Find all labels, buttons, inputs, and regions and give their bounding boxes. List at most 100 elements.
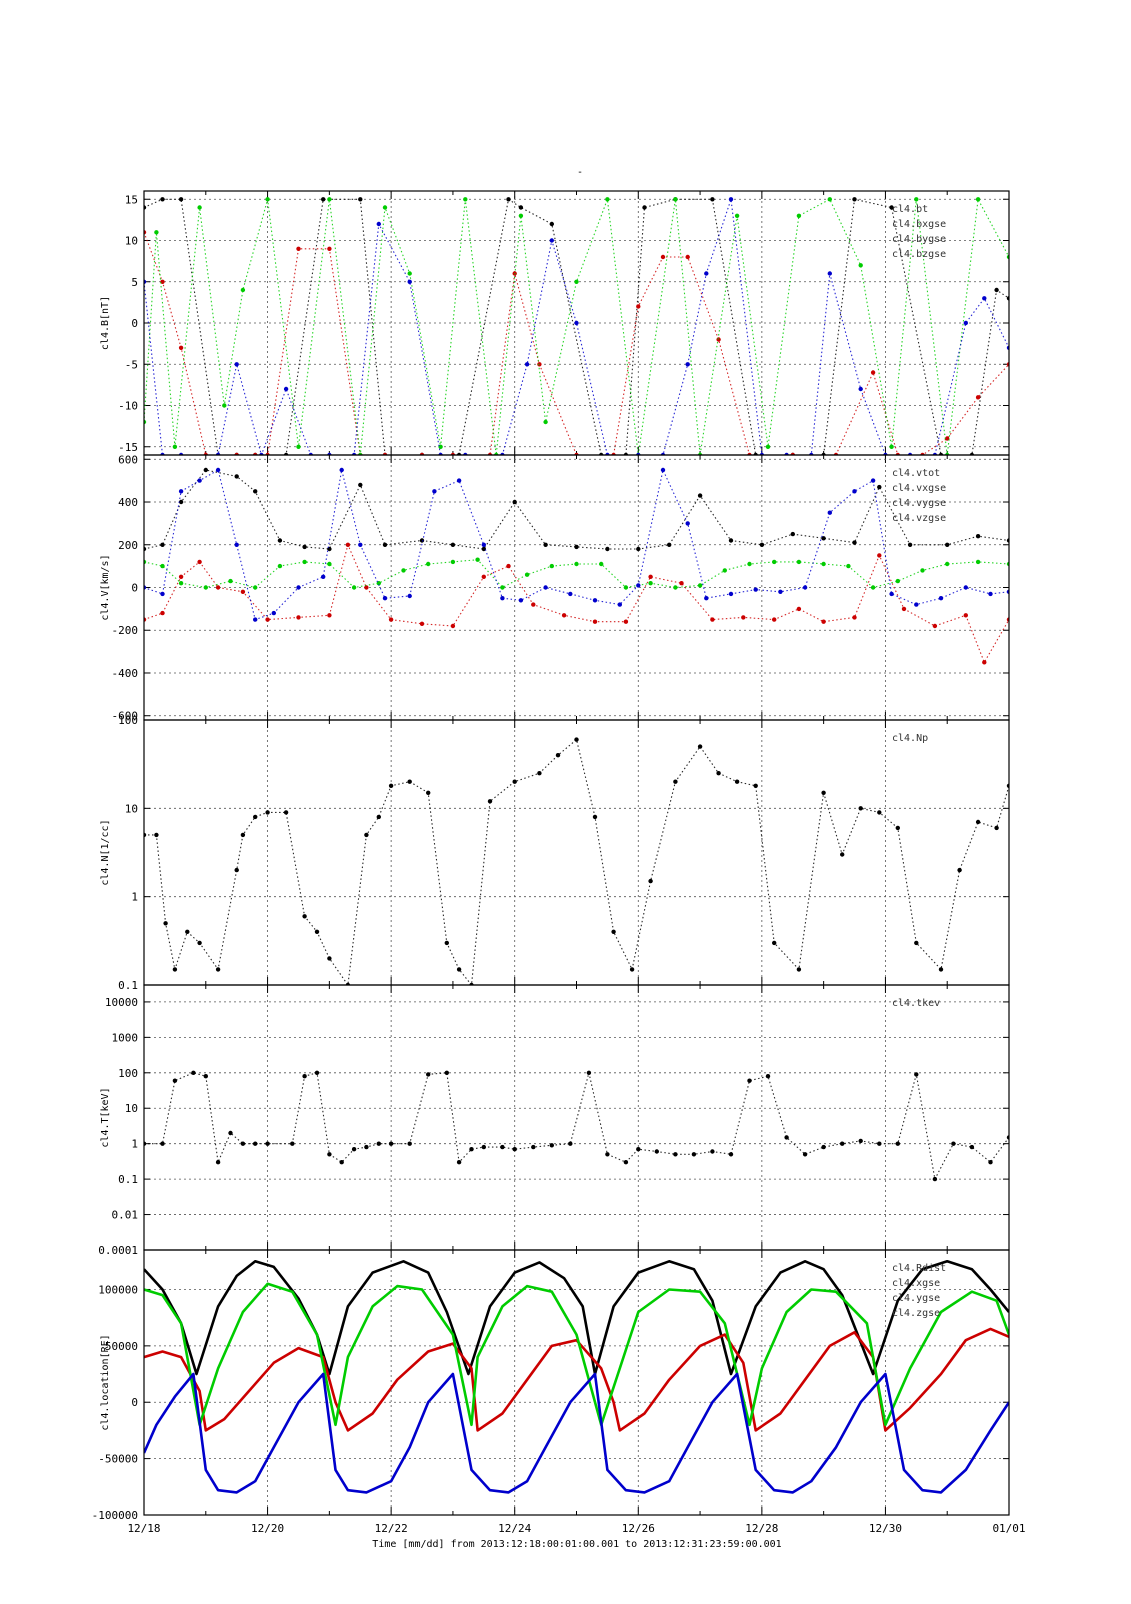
data-point <box>963 585 968 590</box>
data-point <box>172 1078 178 1083</box>
data-point <box>858 1138 863 1144</box>
data-point <box>160 563 165 569</box>
series-line <box>144 1372 1009 1494</box>
data-point <box>716 337 721 342</box>
data-point <box>178 499 184 505</box>
data-point <box>574 544 579 550</box>
data-point <box>432 489 437 494</box>
data-point <box>895 1141 900 1146</box>
data-point <box>178 489 184 494</box>
data-point <box>178 581 184 586</box>
data-point <box>215 967 221 972</box>
data-point <box>376 1141 381 1146</box>
data-point <box>321 197 326 202</box>
data-point <box>821 790 826 795</box>
legend-entry: cl4.vxgse <box>892 483 946 494</box>
data-point <box>660 254 666 260</box>
data-point <box>852 197 857 202</box>
data-point <box>376 814 381 820</box>
data-point <box>327 246 332 251</box>
y-axis-label: cl4.V[km/s] <box>100 554 111 620</box>
data-point <box>456 1160 462 1165</box>
data-point <box>543 585 548 590</box>
data-point <box>975 197 981 202</box>
y-tick-label: 50000 <box>105 1340 138 1353</box>
series-trace <box>144 559 1009 589</box>
data-point <box>975 819 981 825</box>
y-tick-label: -15 <box>118 441 138 454</box>
panel-3: 100 10 1 0.1 cl4.N[1/cc] cl4.Np <box>100 714 1010 992</box>
data-point <box>456 967 462 972</box>
data-point <box>907 542 913 547</box>
data-point <box>765 444 771 449</box>
data-point <box>253 617 258 622</box>
series-cl4.vtot <box>144 467 1009 552</box>
data-point <box>994 287 999 293</box>
data-point <box>537 771 542 776</box>
series-trace <box>144 1072 1009 1181</box>
legend-entry: cl4.ygse <box>892 1293 940 1304</box>
data-point <box>827 271 832 276</box>
y-tick-label: 10 <box>125 802 138 815</box>
data-point <box>302 1074 307 1079</box>
data-point <box>302 544 307 550</box>
data-point <box>975 395 981 400</box>
data-point <box>160 197 165 202</box>
data-point <box>574 279 579 284</box>
data-point <box>419 621 425 626</box>
series-trace <box>144 543 1009 664</box>
data-point <box>759 542 765 547</box>
data-point <box>555 753 561 758</box>
data-point <box>160 591 165 597</box>
data-point <box>450 542 456 547</box>
data-point <box>265 1141 270 1146</box>
data-point <box>358 482 363 488</box>
data-point <box>506 197 511 202</box>
data-point <box>407 279 412 284</box>
y-tick-label: -100000 <box>92 1509 138 1522</box>
legend-entry: cl4.bxgse <box>892 219 946 230</box>
data-point <box>215 467 221 473</box>
data-point <box>728 538 734 543</box>
data-point <box>889 591 894 597</box>
data-point <box>531 602 536 607</box>
legend-entry: cl4.vzgse <box>892 513 946 524</box>
data-point <box>920 568 925 573</box>
data-point <box>728 591 734 597</box>
data-point <box>636 583 641 588</box>
data-point <box>988 591 993 597</box>
data-point <box>283 386 289 392</box>
data-point <box>407 779 412 784</box>
y-axis-label: cl4.N[1/cc] <box>100 819 111 885</box>
data-point <box>821 1144 826 1150</box>
data-point <box>376 221 381 227</box>
y-tick-label: 100 <box>118 714 138 727</box>
panel-2: 600 400 200 0 -200 -400 -600 cl4.V[km/s] cl4.vto… <box>100 453 1010 723</box>
data-point <box>296 246 301 251</box>
data-point <box>975 534 981 539</box>
data-point <box>481 546 486 552</box>
data-point <box>629 967 635 972</box>
data-point <box>154 832 159 838</box>
data-point <box>605 1152 610 1157</box>
y-tick-label: 1 <box>131 1138 138 1151</box>
y-tick-label: 200 <box>118 539 138 552</box>
data-point <box>747 561 752 567</box>
data-point <box>172 444 178 449</box>
data-point <box>364 585 369 590</box>
data-point <box>852 615 857 620</box>
data-point <box>543 542 548 547</box>
data-point <box>796 559 802 565</box>
data-point <box>160 279 165 284</box>
data-point <box>253 814 258 820</box>
data-point <box>388 783 394 788</box>
data-point <box>314 1070 320 1076</box>
data-point <box>802 585 808 590</box>
y-tick-label: -600 <box>112 710 139 723</box>
data-point <box>160 542 165 547</box>
panel-5: 100000 50000 0 -50000 -100000 cl4.location[RE… <box>92 1249 1010 1522</box>
data-point <box>951 1141 956 1146</box>
data-point <box>648 878 653 884</box>
data-point <box>339 1160 344 1165</box>
